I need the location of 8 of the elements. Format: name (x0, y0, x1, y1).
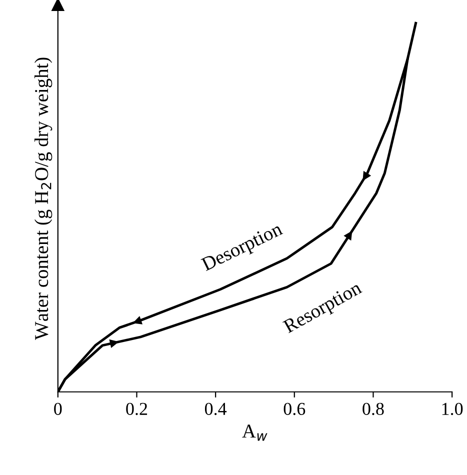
x-tick-label: 0.8 (362, 402, 384, 416)
x-tick-label: 0 (54, 402, 62, 415)
x-tick-label: 0.4 (204, 402, 227, 416)
x-tick-label: 0.6 (284, 402, 306, 416)
x-axis-title: A$_{w}$ (242, 424, 268, 441)
x-tick-label: 0.2 (126, 402, 148, 416)
y-axis-title: Water content (g H$_{2}$O/g dry weight) (34, 58, 52, 340)
x-tick-label: 1.0 (442, 402, 463, 416)
